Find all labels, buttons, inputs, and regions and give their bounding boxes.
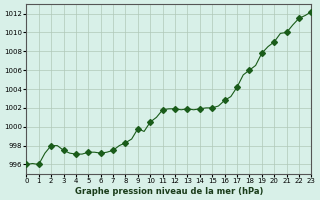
X-axis label: Graphe pression niveau de la mer (hPa): Graphe pression niveau de la mer (hPa) <box>75 187 263 196</box>
